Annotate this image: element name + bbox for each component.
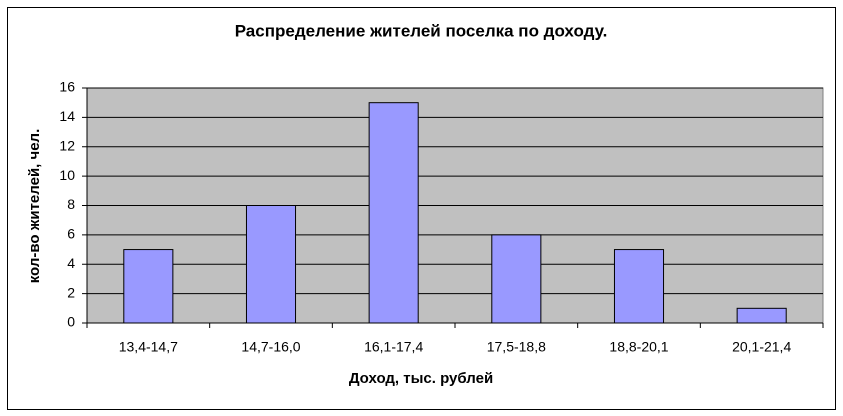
x-tick-label: 17,5-18,8 [487, 339, 546, 355]
y-tick-label: 4 [67, 255, 75, 271]
y-tick-label: 6 [67, 226, 75, 242]
y-tick-label: 2 [67, 284, 75, 300]
y-tick-label: 0 [67, 314, 75, 330]
y-tick-label: 10 [59, 167, 75, 183]
x-tick-label: 13,4-14,7 [119, 339, 178, 355]
bar [123, 249, 174, 324]
x-tick-label: 14,7-16,0 [241, 339, 300, 355]
bar [613, 249, 665, 324]
bar [368, 102, 419, 324]
bar [491, 234, 542, 324]
bar [736, 307, 787, 324]
y-tick-label: 8 [67, 196, 75, 212]
y-tick-label: 14 [59, 108, 75, 124]
y-tick-label: 12 [59, 137, 75, 153]
chart-title: Распределение жителей поселка по доходу. [235, 21, 608, 40]
x-axis-label: Доход, тыс. рублей [349, 370, 493, 387]
y-tick-label: 16 [59, 79, 75, 95]
bar [245, 205, 297, 324]
y-axis-label: кол-во жителей, чел. [26, 129, 43, 284]
x-tick-label: 16,1-17,4 [364, 339, 423, 355]
x-tick-label: 18,8-20,1 [609, 339, 668, 355]
x-tick-label: 20,1-21,4 [732, 339, 791, 355]
